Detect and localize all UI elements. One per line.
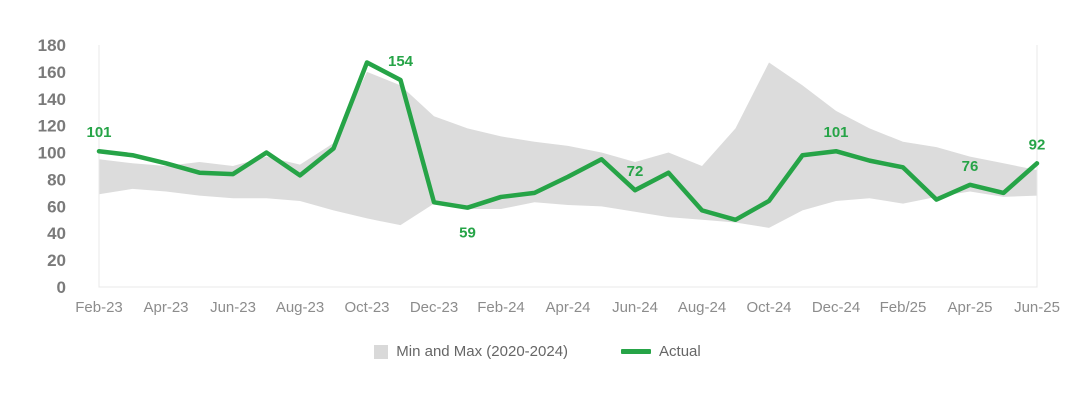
data-label: 101	[86, 124, 111, 141]
x-tick-label: Oct-23	[344, 299, 389, 316]
x-tick-label: Jun-24	[612, 299, 658, 316]
x-tick-label: Apr-25	[947, 299, 992, 316]
y-tick-label: 40	[47, 224, 66, 243]
x-tick-label: Apr-24	[545, 299, 590, 316]
x-tick-label: Aug-23	[276, 299, 324, 316]
y-tick-label: 60	[47, 197, 66, 216]
actual-legend-swatch	[621, 349, 652, 354]
data-label: 76	[962, 158, 979, 175]
x-tick-label: Dec-24	[812, 299, 860, 316]
data-label: 154	[388, 53, 414, 70]
x-tick-label: Dec-23	[410, 299, 458, 316]
data-label: 72	[627, 163, 644, 180]
x-tick-label: Feb-24	[477, 299, 525, 316]
minmax-band-area	[99, 62, 1037, 228]
x-tick-label: Jun-23	[210, 299, 256, 316]
y-tick-label: 120	[38, 117, 66, 136]
x-tick-label: Oct-24	[746, 299, 791, 316]
x-tick-label: Feb-23	[75, 299, 123, 316]
y-tick-label: 0	[57, 278, 66, 297]
x-tick-label: Aug-24	[678, 299, 726, 316]
x-tick-label: Apr-23	[143, 299, 188, 316]
x-tick-label: Feb/25	[880, 299, 927, 316]
legend: Min and Max (2020-2024) Actual	[0, 343, 1075, 360]
y-tick-label: 140	[38, 90, 66, 109]
y-tick-label: 80	[47, 170, 66, 189]
band-legend-swatch	[374, 344, 389, 359]
actual-legend-label: Actual	[659, 343, 701, 360]
data-label: 101	[823, 124, 848, 141]
x-tick-label: Jun-25	[1014, 299, 1060, 316]
y-tick-label: 100	[38, 144, 66, 163]
band-legend-label: Min and Max (2020-2024)	[396, 343, 569, 360]
y-tick-label: 180	[38, 36, 66, 55]
y-tick-label: 20	[47, 251, 66, 270]
data-label: 59	[459, 225, 476, 242]
actual-line	[96, 60, 1040, 223]
y-tick-label: 160	[38, 63, 66, 82]
data-label: 92	[1029, 136, 1046, 153]
